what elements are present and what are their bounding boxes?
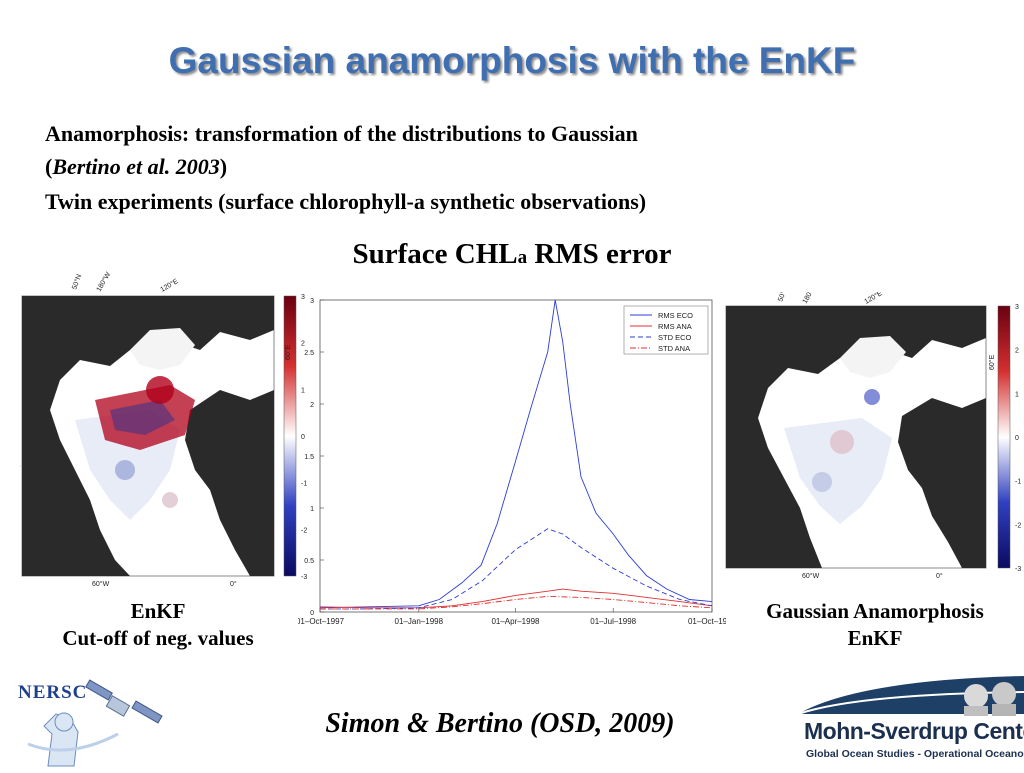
caption-enkf-line2: Cut-off of neg. values	[62, 626, 254, 650]
lat-lon-label: 0°	[230, 580, 237, 588]
lat-lon-label: 180°W	[801, 292, 819, 305]
lat-lon-label: 0°	[936, 572, 943, 580]
x-tick-label: 01–Oct–1998	[688, 617, 726, 626]
legend-label: STD ECO	[658, 333, 692, 342]
land-africa-europe	[898, 398, 986, 568]
x-axis-ticks: 01–Oct–1997 01–Jan–1998 01–Apr–1998 01–Jul–…	[298, 608, 726, 626]
x-tick-label: 01–Jan–1998	[395, 617, 444, 626]
colorbar-tick-label: 0	[1015, 435, 1019, 442]
colorbar-tick-label: 2	[1015, 348, 1019, 355]
lat-lon-label: 120°E	[863, 292, 884, 306]
error-patches	[95, 376, 195, 508]
mohn-sverdrup-logo-graphic	[797, 676, 1024, 716]
land-africa-europe	[185, 390, 274, 576]
y-tick-label: 0.5	[304, 558, 314, 565]
legend-label: STD ANA	[658, 344, 690, 353]
y-tick-label: 1	[310, 506, 314, 513]
lat-lon-label: 50°N	[776, 292, 789, 303]
caption-anamorphosis-line1: Gaussian Anamorphosis	[766, 599, 984, 623]
caption-anamorphosis: Gaussian Anamorphosis EnKF	[730, 598, 1020, 652]
logo-arc	[798, 676, 1024, 714]
colorbar-tick-label: 0	[301, 434, 305, 441]
colorbar-tick-label: 3	[1015, 304, 1019, 311]
msc-tagline: Global Ocean Studies - Operational Ocean…	[806, 748, 1024, 760]
chart-heading-tail: RMS error	[527, 238, 672, 270]
lat-lon-label: 60°E	[284, 344, 292, 360]
error-patches	[812, 389, 880, 492]
colorbar-ticks: 3 2 1 0 -1 -2 -3	[1015, 304, 1021, 573]
x-tick-label: 01–Apr–1998	[491, 617, 540, 626]
chart-heading-main: Surface CHL	[352, 238, 518, 270]
lat-lon-label: 180°W	[95, 270, 113, 293]
series-line-std-ana	[320, 595, 713, 610]
y-tick-label: 1.5	[304, 454, 314, 461]
caption-anamorphosis-line2: EnKF	[847, 626, 903, 650]
colorbar-tick-label: -2	[301, 527, 307, 534]
chart-heading: Surface CHLa RMS error	[0, 238, 1024, 271]
msc-wordmark: Mohn-Sverdrup Center	[804, 718, 1024, 744]
legend-box	[623, 305, 709, 355]
map-anamorphosis-image: 3 2 1 0 -1 -2 -3 50°N 180°W 120°E 60°E 60°W 0°	[725, 282, 1021, 580]
legend-label: RMS ANA	[658, 322, 692, 331]
colorbar-tick-label: 1	[1015, 391, 1019, 398]
colorbar	[997, 305, 1011, 569]
rms-error-chart: 0 0.5 1 1.5 2 2.5 3 01–Oct–1997 01–Jan–1998 01–A…	[298, 290, 726, 640]
colorbar-tick-label: -1	[301, 481, 307, 488]
portrait-icon	[964, 682, 1016, 716]
reference-open-paren: (	[45, 154, 53, 179]
lat-lon-label: 60°W	[802, 572, 820, 580]
land-greenland	[840, 336, 906, 378]
colorbar-ticks: 3 2 1 0 -1 -2 -3	[301, 294, 307, 581]
map-anamorphosis: 3 2 1 0 -1 -2 -3 50°N 180°W 120°E 60°E 60°W 0°	[722, 282, 1024, 586]
experiment-line: Twin experiments (surface chlorophyll-a …	[45, 189, 647, 214]
y-axis-ticks: 0 0.5 1 1.5 2 2.5 3	[304, 298, 324, 617]
nersc-wordmark: NERSC	[18, 682, 88, 703]
lat-lon-label: 0°	[20, 464, 21, 472]
reference-close-paren: )	[219, 154, 228, 179]
citation: Simon & Bertino (OSD, 2009)	[325, 708, 675, 739]
caption-enkf-line1: EnKF	[130, 599, 186, 623]
colorbar-tick-label: -3	[1015, 566, 1021, 573]
lat-lon-label: 50°N	[70, 273, 83, 290]
mohn-sverdrup-logo: Mohn-Sverdrup Center Global Ocean Studie…	[797, 672, 1024, 768]
reference-line: (Bertino et al. 2003)	[45, 154, 227, 180]
rms-error-chart-svg: 0 0.5 1 1.5 2 2.5 3 01–Oct–1997 01–Jan–1998 01–A…	[298, 298, 726, 626]
colorbar-tick-label: 1	[301, 387, 305, 394]
legend-label: RMS ECO	[658, 311, 693, 320]
chart-legend: RMS ECO RMS ANA STD ECO STD ANA	[623, 305, 709, 355]
ocean-atlantic	[784, 418, 892, 524]
lat-lon-label: 60°E	[988, 354, 996, 370]
y-tick-label: 2	[310, 402, 314, 409]
caption-enkf: EnKF Cut-off of neg. values	[20, 598, 296, 652]
lat-lon-label: 60°W	[92, 580, 110, 588]
colorbar-tick-label: -3	[301, 574, 307, 581]
y-tick-label: 2.5	[304, 350, 314, 357]
x-tick-label: 01–Jul–1998	[590, 617, 636, 626]
colorbar-tick-label: -2	[1015, 522, 1021, 529]
nersc-logo: NERSC	[8, 674, 178, 768]
colorbar-tick-label: 3	[301, 294, 305, 301]
satellite-icon	[85, 679, 163, 724]
chart-heading-subscript: a	[517, 247, 528, 268]
land-greenland	[130, 328, 195, 370]
y-tick-label: 0	[310, 610, 314, 617]
x-tick-label: 01–Oct–1997	[298, 617, 345, 626]
series-line-rms-eco	[319, 299, 713, 609]
chart-series	[319, 299, 713, 610]
reference-authors: Bertino et al. 2003	[52, 154, 220, 179]
land-americas	[726, 306, 986, 568]
lat-lon-label: 120°E	[159, 277, 180, 294]
land-americas	[22, 296, 274, 576]
series-line-std-eco	[320, 528, 713, 610]
colorbar	[283, 295, 297, 577]
colorbar-tick-label: 2	[301, 341, 305, 348]
colorbar-tick-label: -1	[1015, 479, 1021, 486]
slide-title: Gaussian anamorphosis with the EnKF	[168, 40, 856, 81]
definition-line: Anamorphosis: transformation of the dist…	[45, 121, 638, 146]
y-tick-label: 3	[310, 298, 314, 305]
nersc-logo-graphic	[27, 679, 163, 767]
